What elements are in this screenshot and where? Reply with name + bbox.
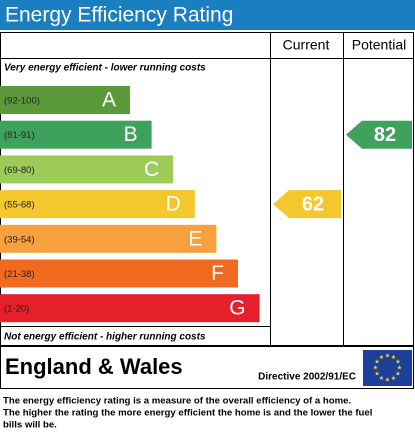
eu-star: ★: [379, 354, 384, 361]
title: Energy Efficiency Rating: [5, 4, 233, 27]
description-line: bills will be.: [3, 420, 57, 431]
potential-arrow: [346, 120, 412, 149]
eu-star: ★: [395, 359, 400, 366]
region: England & Wales: [5, 354, 183, 379]
eu-star: ★: [391, 354, 396, 361]
eu-flag: [363, 350, 412, 386]
band-range: (1-20): [4, 304, 29, 315]
eu-star: ★: [374, 371, 379, 378]
band-bar: [0, 86, 130, 114]
band-letter: B: [124, 123, 138, 146]
band-bar: [0, 155, 174, 184]
band-bar: [0, 224, 217, 253]
potential-value: 82: [374, 124, 396, 146]
rating-box: [0, 32, 414, 346]
description-line: The energy efficiency rating is a measur…: [3, 396, 351, 407]
bottom-note: Not energy efficient - higher running co…: [4, 332, 206, 343]
eu-star: ★: [379, 375, 384, 382]
eu-star: ★: [395, 371, 400, 378]
potential-header: Potential: [352, 37, 406, 53]
band-letter: C: [144, 158, 159, 181]
band-bar: [0, 190, 195, 219]
title-bar: [0, 0, 415, 30]
band-range: (21-38): [4, 269, 35, 280]
eu-star: ★: [374, 359, 379, 366]
band-letter: A: [102, 89, 116, 112]
band-range: (81-91): [4, 130, 35, 141]
band-bar: [0, 259, 238, 288]
band-range: (69-80): [4, 165, 35, 176]
current-arrow: [273, 190, 341, 219]
band-letter: G: [229, 297, 245, 320]
eu-star: ★: [373, 365, 378, 372]
band-letter: E: [188, 227, 202, 250]
band-bar: [0, 120, 152, 149]
band-range: (55-68): [4, 200, 35, 211]
description-line: The higher the rating the more energy ef…: [3, 408, 372, 419]
eu-star: ★: [385, 377, 390, 384]
eu-star: ★: [385, 353, 390, 360]
current-header: Current: [283, 37, 330, 53]
band-range: (39-54): [4, 234, 35, 245]
footer-box: [0, 346, 414, 389]
top-note: Very energy efficient - lower running co…: [4, 63, 206, 74]
band-letter: D: [166, 193, 181, 216]
band-letter: F: [211, 262, 224, 285]
directive: Directive 2002/91/EC: [258, 372, 356, 383]
band-bar: [0, 294, 260, 323]
eu-star: ★: [397, 365, 402, 372]
band-range: (92-100): [4, 96, 40, 107]
current-value: 62: [302, 193, 324, 215]
eu-star: ★: [391, 375, 396, 382]
